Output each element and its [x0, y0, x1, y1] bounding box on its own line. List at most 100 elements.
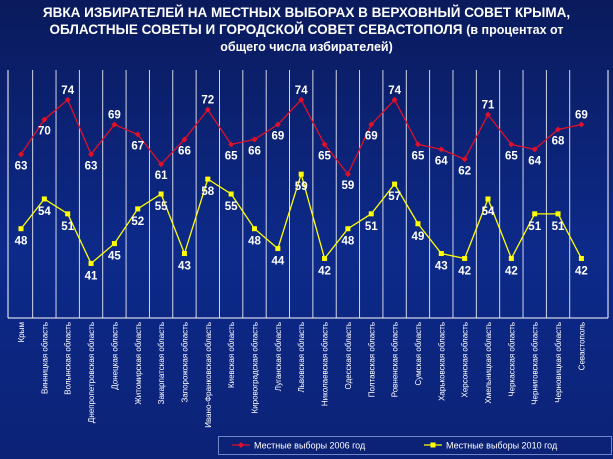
data-point [438, 146, 445, 153]
data-label: 43 [178, 261, 191, 273]
data-label: 68 [552, 136, 565, 148]
data-label: 63 [15, 160, 28, 172]
data-label: 63 [85, 160, 98, 172]
data-label: 41 [85, 270, 98, 282]
category-label: Крым [17, 322, 26, 342]
data-label: 51 [528, 221, 541, 233]
category-label: Львовская область [297, 322, 306, 393]
data-point [41, 116, 48, 123]
data-point [392, 181, 398, 187]
category-label: Луганская область [274, 322, 283, 391]
legend-label: Местные выборы 2006 год [254, 441, 366, 451]
data-point [135, 206, 141, 212]
data-label: 62 [458, 165, 471, 177]
data-label: 69 [271, 131, 284, 143]
data-point [461, 156, 468, 163]
category-label: Полтавская область [367, 322, 376, 397]
data-point [111, 121, 118, 128]
data-label: 48 [342, 236, 355, 248]
data-point [368, 121, 375, 128]
data-label: 49 [412, 231, 425, 243]
category-label: Волынская область [64, 322, 73, 395]
category-label: Херсонская область [461, 322, 470, 398]
data-point [181, 136, 188, 143]
data-label: 64 [528, 155, 541, 167]
data-label: 71 [482, 100, 495, 112]
data-label: 74 [61, 85, 74, 97]
data-label: 69 [575, 110, 588, 122]
data-label: 54 [482, 206, 495, 218]
category-label: Сумская область [414, 322, 423, 386]
data-point [414, 141, 421, 148]
data-label: 65 [505, 150, 518, 162]
data-label: 43 [435, 261, 448, 273]
data-point [578, 121, 585, 128]
data-label: 55 [155, 201, 168, 213]
data-point [275, 246, 281, 252]
data-point [508, 141, 515, 148]
data-point [111, 241, 117, 247]
data-label: 48 [15, 236, 28, 248]
data-point [251, 136, 258, 143]
data-label: 69 [365, 131, 378, 143]
data-label: 64 [435, 155, 448, 167]
data-point [368, 211, 374, 217]
data-point [531, 146, 538, 153]
data-label: 65 [412, 150, 425, 162]
data-label: 45 [108, 251, 121, 263]
data-point [345, 226, 351, 232]
data-label: 51 [552, 221, 565, 233]
data-point [344, 171, 351, 178]
data-label: 42 [458, 265, 471, 277]
data-point [462, 255, 468, 261]
data-point [321, 141, 328, 148]
data-point [158, 191, 164, 197]
data-point [252, 226, 257, 232]
legend-marker [238, 442, 244, 448]
category-label: Черкасская область [507, 322, 516, 397]
data-point [204, 106, 211, 113]
category-label: Черновицкая область [554, 322, 563, 403]
data-label: 44 [271, 256, 284, 268]
category-label: Днепропетровская область [87, 322, 96, 423]
data-point [134, 131, 141, 138]
data-point [274, 121, 281, 128]
data-point [18, 226, 24, 232]
category-label: Житомирская область [134, 322, 143, 405]
data-point [64, 96, 71, 103]
data-label: 59 [295, 181, 308, 193]
data-label: 51 [61, 221, 74, 233]
data-label: 48 [248, 236, 261, 248]
chart-title-line2-sub: (в процентах от [466, 23, 564, 37]
category-label: Запорожская область [180, 322, 189, 403]
data-point [438, 251, 444, 257]
data-point [88, 260, 94, 266]
data-label: 72 [201, 95, 214, 107]
data-point [228, 141, 235, 148]
category-label: Донецкая область [110, 322, 119, 390]
data-point [205, 176, 211, 182]
data-point [65, 211, 71, 217]
data-point [322, 255, 328, 261]
category-label: Одесская область [344, 322, 353, 389]
data-label: 74 [388, 85, 401, 97]
data-point [88, 151, 95, 158]
data-point [485, 196, 491, 202]
data-label: 74 [295, 85, 308, 97]
data-point [391, 96, 398, 103]
data-point [41, 196, 47, 202]
data-label: 66 [248, 145, 261, 157]
chart-title: ЯВКА ИЗБИРАТЕЛЕЙ НА МЕСТНЫХ ВЫБОРАХ В ВЕ… [0, 4, 613, 56]
category-label: Ровненская область [391, 322, 400, 397]
data-label: 42 [505, 265, 518, 277]
category-label: Николаевская область [321, 322, 330, 406]
chart-title-line3: общего числа избирателей) [220, 40, 393, 54]
category-label: Ивано-Франковская область [204, 322, 213, 428]
data-point [18, 151, 24, 158]
data-label: 66 [178, 145, 191, 157]
data-point [298, 171, 304, 177]
category-label: Севастополь [577, 322, 586, 370]
category-label: Кировоградская область [251, 322, 260, 413]
data-point [415, 221, 421, 227]
